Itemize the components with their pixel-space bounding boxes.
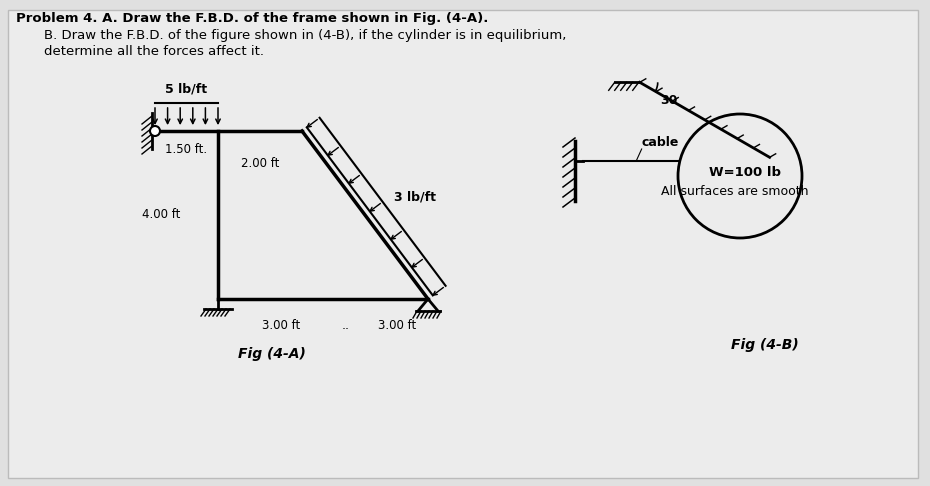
Text: 4.00 ft: 4.00 ft xyxy=(141,208,180,222)
Text: Problem 4. A. Draw the F.B.D. of the frame shown in Fig. (4-A).: Problem 4. A. Draw the F.B.D. of the fra… xyxy=(16,12,488,25)
Text: 2.00 ft: 2.00 ft xyxy=(241,157,279,170)
Text: 3.00 ft: 3.00 ft xyxy=(378,319,416,332)
Text: 5 lb/ft: 5 lb/ft xyxy=(166,83,207,96)
Circle shape xyxy=(150,126,160,136)
Text: B. Draw the F.B.D. of the figure shown in (4-B), if the cylinder is in equilibri: B. Draw the F.B.D. of the figure shown i… xyxy=(44,29,566,42)
Text: ..: .. xyxy=(342,319,350,332)
Text: 30: 30 xyxy=(659,94,677,107)
Text: 3 lb/ft: 3 lb/ft xyxy=(394,191,436,204)
Text: Fig (4-A): Fig (4-A) xyxy=(237,347,305,361)
FancyBboxPatch shape xyxy=(8,10,918,478)
Text: 3.00 ft: 3.00 ft xyxy=(262,319,300,332)
Text: Fig (4-B): Fig (4-B) xyxy=(731,338,799,352)
Text: All surfaces are smooth: All surfaces are smooth xyxy=(661,185,809,198)
Text: determine all the forces affect it.: determine all the forces affect it. xyxy=(44,45,264,58)
Text: 1.50 ft.: 1.50 ft. xyxy=(166,143,207,156)
Text: W=100 lb: W=100 lb xyxy=(709,166,781,178)
Text: cable: cable xyxy=(642,136,679,149)
